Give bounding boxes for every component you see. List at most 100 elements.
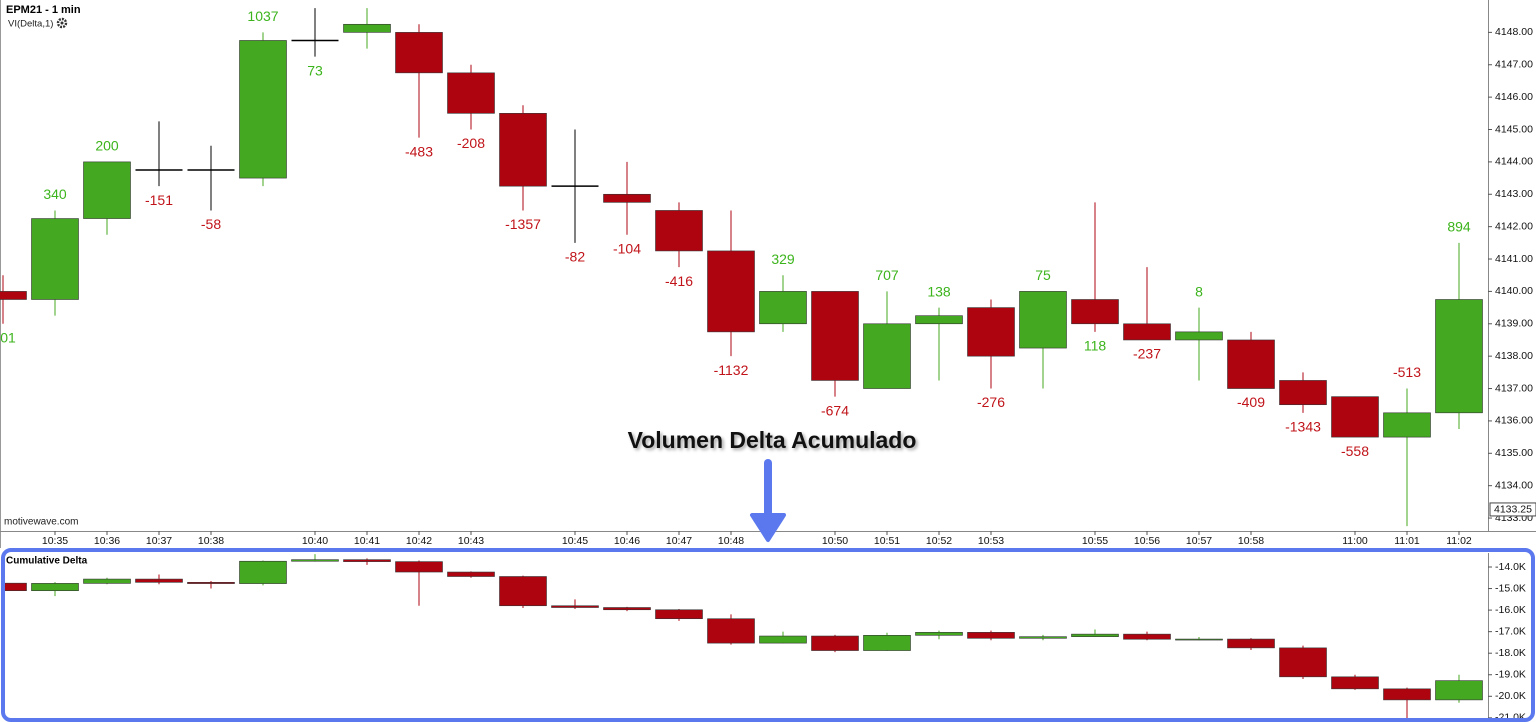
y-tick-label: 4137.00 <box>1495 382 1533 394</box>
delta-label: -58 <box>201 216 221 232</box>
delta-label: -674 <box>821 402 849 418</box>
y-tick-label: 4136.00 <box>1495 415 1533 427</box>
delta-label: -208 <box>457 135 485 151</box>
y-tick-label: 4145.00 <box>1495 123 1533 135</box>
candle-body <box>915 315 963 325</box>
delta-label: -104 <box>613 240 641 256</box>
y-tick-label: -19.0K <box>1495 669 1526 681</box>
price-marker <box>1489 502 1536 517</box>
candle-body <box>603 193 651 203</box>
x-tick-label: 10:36 <box>94 535 120 547</box>
candle-body <box>395 561 443 573</box>
delta-label: 118 <box>1084 338 1107 354</box>
candle-body <box>759 635 807 644</box>
highlight-frame <box>1 548 1535 722</box>
candle-body <box>31 583 79 592</box>
delta-label: 73 <box>307 62 323 78</box>
delta-label: 01 <box>0 329 16 345</box>
x-tick-label: 10:58 <box>1238 535 1264 547</box>
delta-label: 138 <box>927 283 951 299</box>
candle-body <box>0 291 27 300</box>
candle-body <box>1279 647 1327 678</box>
y-tick-label: 4147.00 <box>1495 59 1533 71</box>
candle-body <box>447 571 495 577</box>
axes: 4133.004134.004135.004136.004137.004138.… <box>42 26 1536 722</box>
y-tick-label: 4135.00 <box>1495 447 1533 459</box>
candle-body <box>1383 412 1431 438</box>
y-tick-label: 4141.00 <box>1495 253 1533 265</box>
candle-body <box>655 210 703 252</box>
x-tick-label: 10:37 <box>146 535 172 547</box>
candle-body <box>1227 339 1275 389</box>
delta-label: 894 <box>1447 219 1471 235</box>
candle-body <box>499 113 547 187</box>
candle-body <box>1123 633 1171 640</box>
candle-body <box>863 635 911 651</box>
delta-label: -1343 <box>1285 419 1321 435</box>
candle-body <box>967 307 1015 357</box>
candle-body <box>759 291 807 325</box>
y-tick-label: -20.0K <box>1495 690 1526 702</box>
y-tick-label: 4138.00 <box>1495 350 1533 362</box>
x-tick-label: 10:43 <box>458 535 484 547</box>
y-tick-label: 4143.00 <box>1495 188 1533 200</box>
candle-body <box>1227 638 1275 649</box>
delta-label: -558 <box>1341 443 1369 459</box>
x-tick-label: 11:01 <box>1394 535 1420 547</box>
candle-body <box>915 632 963 636</box>
x-tick-label: 10:52 <box>926 535 952 547</box>
candle-body <box>395 32 443 74</box>
delta-label: 340 <box>43 186 67 202</box>
y-tick-label: -16.0K <box>1495 604 1526 616</box>
y-tick-label: -14.0K <box>1495 561 1526 573</box>
price-plot: 01 340 200 -151 -58 1037 73 -483 -208 -1357 -82 -10… <box>0 8 1483 527</box>
candle-body <box>239 560 287 584</box>
sub-title: Cumulative Delta <box>6 556 88 567</box>
x-tick-label: 11:00 <box>1342 535 1368 547</box>
delta-label: -82 <box>565 249 585 265</box>
delta-label: 75 <box>1035 267 1051 283</box>
candle-body <box>1279 380 1327 406</box>
candle-body <box>707 250 755 333</box>
x-tick-label: 10:46 <box>614 535 640 547</box>
delta-label: -513 <box>1393 364 1421 380</box>
delta-label: 329 <box>771 251 795 267</box>
y-tick-label: 4144.00 <box>1495 156 1533 168</box>
y-tick-label: 4146.00 <box>1495 91 1533 103</box>
candle-body <box>1435 680 1483 701</box>
candle-body <box>1331 396 1379 438</box>
y-tick-label: 4148.00 <box>1495 26 1533 38</box>
candle-body <box>31 218 79 300</box>
delta-label: -483 <box>405 143 433 159</box>
y-tick-label: -15.0K <box>1495 582 1526 594</box>
delta-label: -151 <box>145 192 173 208</box>
x-tick-label: 10:35 <box>42 535 68 547</box>
settings-icon[interactable] <box>56 17 68 29</box>
candle-body <box>1331 676 1379 690</box>
cumdelta-plot <box>4 554 1483 719</box>
candle-body <box>1383 688 1431 701</box>
x-tick-label: 10:42 <box>406 535 432 547</box>
delta-label: -409 <box>1237 394 1265 410</box>
delta-label: 1037 <box>247 8 278 24</box>
delta-label: -1357 <box>505 216 541 232</box>
candle-body <box>343 23 391 33</box>
candle-body <box>447 72 495 114</box>
candle-body <box>863 323 911 389</box>
x-tick-label: 10:48 <box>718 535 744 547</box>
x-tick-label: 10:53 <box>978 535 1004 547</box>
candle-body <box>1435 299 1483 414</box>
candle-body <box>811 635 859 651</box>
x-tick-label: 10:56 <box>1134 535 1160 547</box>
candle-body <box>135 578 183 583</box>
candle-body <box>707 618 755 644</box>
candle-body <box>343 559 391 562</box>
candle-body <box>83 578 131 584</box>
delta-label: -416 <box>665 273 693 289</box>
candle-body <box>1175 331 1223 341</box>
candle-body <box>603 607 651 611</box>
chart-title: EPM21 - 1 min <box>6 4 81 16</box>
y-tick-label: 4134.00 <box>1495 479 1533 491</box>
candle-body <box>1175 638 1223 641</box>
